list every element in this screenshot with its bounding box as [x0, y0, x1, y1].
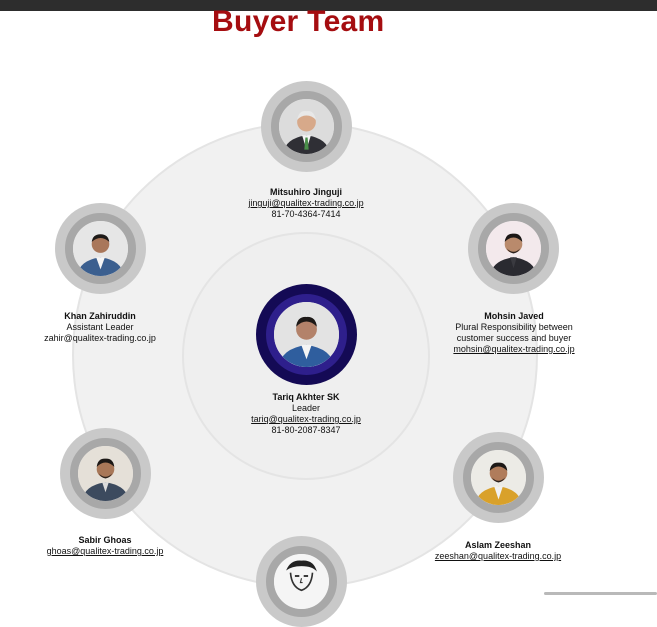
avatar-aslam-zeeshan: [453, 432, 544, 523]
member-email: zahir@qualitex-trading.co.jp: [44, 333, 156, 343]
member-role: Assistant Leader: [66, 322, 134, 332]
avatar-tariq-akhter-sk: [256, 284, 357, 385]
person-sketch-icon: [274, 554, 329, 609]
member-phone: 81-70-4364-7414: [271, 209, 341, 219]
member-role-line-2: customer success and buyer: [456, 333, 572, 343]
avatar-khan-zahiruddin: [55, 203, 146, 294]
member-name: Aslam Zeeshan: [464, 540, 532, 550]
person-photo-icon: [73, 221, 128, 276]
member-name: Mitsuhiro Jinguji: [270, 187, 342, 197]
member-card-khan-zahiruddin: Khan Zahiruddin Assistant Leader zahir@q…: [30, 311, 170, 344]
member-phone: 81-80-2087-8347: [271, 425, 341, 435]
member-role-line-1: Plural Responsibility between: [455, 322, 573, 332]
member-email-link[interactable]: zeeshan@qualitex-trading.co.jp: [434, 551, 562, 561]
member-email-link[interactable]: mohsin@qualitex-trading.co.jp: [453, 344, 575, 354]
person-photo-icon: [486, 221, 541, 276]
member-name: Mohsin Javed: [484, 311, 544, 321]
member-card-mohsin-javed: Mohsin Javed Plural Responsibility betwe…: [432, 311, 596, 355]
person-photo-icon: [274, 302, 339, 367]
member-name: Khan Zahiruddin: [64, 311, 136, 321]
person-photo-icon: [471, 450, 526, 505]
browser-top-bar: [0, 0, 657, 11]
avatar-mitsuhiro-jinguji: [261, 81, 352, 172]
page-title: Buyer Team: [212, 5, 385, 38]
member-email-link[interactable]: jinguji@qualitex-trading.co.jp: [248, 198, 364, 208]
avatar-sabir-ghoas: [60, 428, 151, 519]
horizontal-scrollbar[interactable]: [544, 592, 657, 595]
member-email-link[interactable]: ghoas@qualitex-trading.co.jp: [46, 546, 164, 556]
person-photo-icon: [78, 446, 133, 501]
member-email-link[interactable]: tariq@qualitex-trading.co.jp: [251, 414, 361, 424]
member-card-sabir-ghoas: Sabir Ghoas ghoas@qualitex-trading.co.jp: [30, 535, 180, 557]
person-photo-icon: [279, 99, 334, 154]
member-card-aslam-zeeshan: Aslam Zeeshan zeeshan@qualitex-trading.c…: [416, 540, 580, 562]
avatar-mohsin-javed: [468, 203, 559, 294]
member-name: Sabir Ghoas: [78, 535, 132, 545]
member-role: Leader: [291, 403, 321, 413]
member-name: Tariq Akhter SK: [272, 392, 340, 402]
member-card-mitsuhiro-jinguji: Mitsuhiro Jinguji jinguji@qualitex-tradi…: [226, 187, 386, 220]
member-card-tariq-akhter-sk: Tariq Akhter SK Leader tariq@qualitex-tr…: [226, 392, 386, 436]
avatar-bottom-partial: [256, 536, 347, 627]
